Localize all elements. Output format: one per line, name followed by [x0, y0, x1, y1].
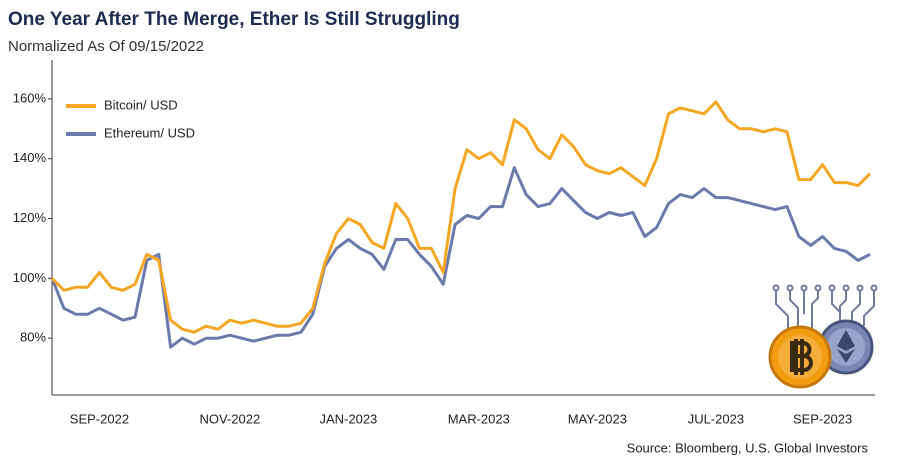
legend-label: Bitcoin/ USD [104, 97, 178, 112]
y-tick-label: 160% [13, 90, 47, 105]
crypto-icons [768, 284, 878, 389]
x-tick-label: SEP-2022 [70, 411, 129, 426]
x-tick-label: MAR-2023 [448, 411, 510, 426]
series-line [50, 166, 871, 349]
x-tick-label: JAN-2023 [319, 411, 377, 426]
x-tick-label: NOV-2022 [199, 411, 260, 426]
source-note: Source: Bloomberg, U.S. Global Investors [627, 440, 869, 455]
chart-subtitle: Normalized As Of 09/15/2022 [8, 38, 204, 55]
x-tick-label: SEP-2023 [793, 411, 852, 426]
y-tick-label: 80% [20, 330, 46, 345]
series-line [50, 100, 872, 334]
x-tick-label: JUL-2023 [688, 411, 744, 426]
x-tick-label: MAY-2023 [568, 411, 627, 426]
legend-label: Ethereum/ USD [104, 125, 195, 140]
chart-title: One Year After The Merge, Ether Is Still… [8, 9, 460, 30]
y-tick-label: 120% [13, 210, 47, 225]
y-tick-label: 100% [13, 270, 47, 285]
y-tick-label: 140% [13, 150, 47, 165]
